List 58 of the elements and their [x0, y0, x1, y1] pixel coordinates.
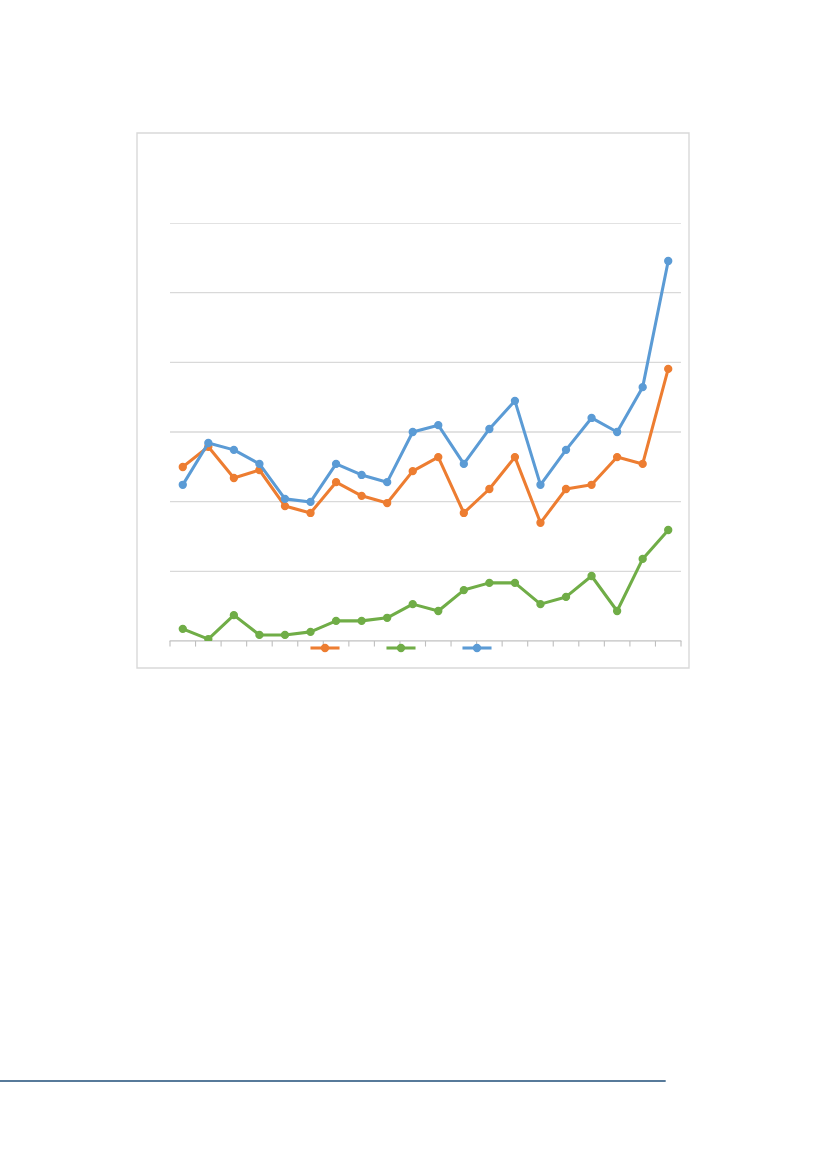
point: [485, 578, 494, 588]
point: [664, 256, 673, 266]
point: [357, 491, 366, 501]
point: [612, 452, 622, 462]
point: [229, 445, 239, 455]
point: [664, 364, 673, 374]
point: [434, 606, 443, 616]
point: [612, 606, 622, 616]
point: [255, 459, 264, 469]
point: [638, 554, 647, 564]
point: [280, 494, 290, 504]
point: [587, 480, 596, 489]
point: [383, 613, 392, 622]
point: [536, 480, 545, 489]
point: [357, 470, 366, 480]
point: [331, 477, 341, 487]
point: [536, 599, 545, 609]
point: [255, 630, 264, 640]
point: [561, 445, 571, 455]
point: [510, 396, 520, 406]
point: [229, 610, 239, 620]
point: [459, 508, 468, 518]
point: [229, 473, 239, 483]
point: [408, 466, 417, 476]
point: [408, 599, 417, 609]
point: [331, 459, 341, 469]
point: [459, 459, 468, 469]
point: [204, 438, 213, 448]
point: [178, 480, 187, 489]
point: [280, 630, 290, 640]
point: [306, 497, 315, 507]
point: [434, 420, 443, 430]
point: [638, 459, 647, 469]
point: [331, 616, 341, 626]
point: [638, 382, 647, 392]
point: [459, 585, 468, 595]
point: [383, 477, 392, 487]
point: [510, 578, 520, 588]
point: [664, 525, 673, 535]
point: [434, 452, 443, 462]
point: [561, 484, 571, 494]
point: [408, 427, 417, 437]
point: [383, 498, 392, 508]
point: [510, 452, 520, 462]
point: [485, 424, 494, 434]
point: [587, 571, 596, 581]
point: [561, 592, 571, 602]
point: [612, 427, 622, 437]
point: [587, 413, 596, 423]
point: [204, 634, 213, 641]
point: [178, 462, 187, 472]
point: [536, 518, 545, 527]
point: [357, 616, 366, 626]
point: [280, 501, 290, 511]
point: [306, 627, 315, 637]
point: [485, 484, 494, 494]
point: [306, 508, 315, 518]
point: [178, 624, 187, 634]
